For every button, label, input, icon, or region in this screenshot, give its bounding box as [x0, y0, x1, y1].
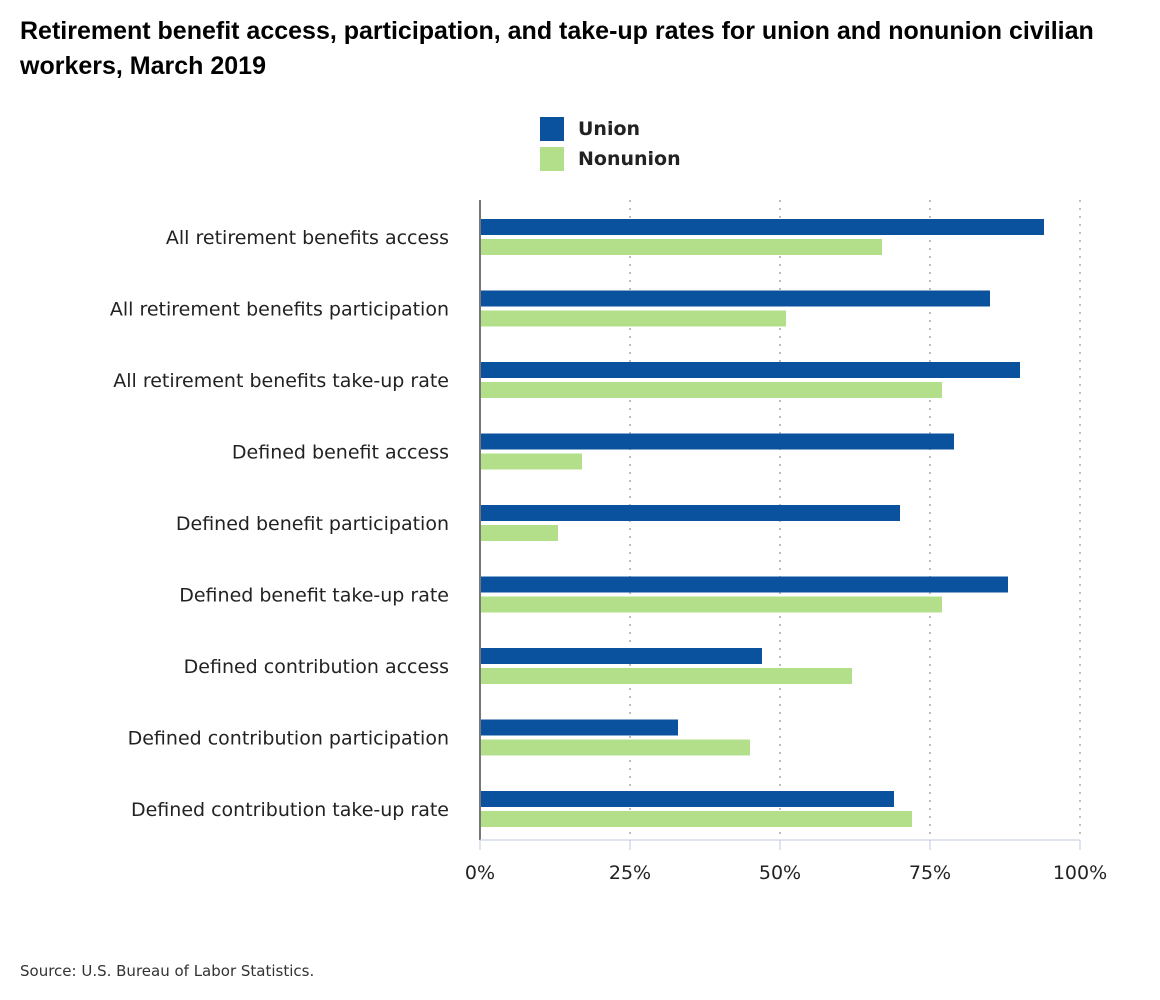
category-label-defined-benefit-access: Defined benefit access [232, 442, 449, 464]
bar-nonunion-defined-contribution-participation[interactable] [480, 739, 750, 756]
x-tick-labels: 0% 25% 50% 75% 100% [465, 862, 1107, 884]
bar-union-all-retirement-benefits-access[interactable] [480, 219, 1044, 235]
x-tick-label-0: 0% [465, 862, 495, 884]
bar-nonunion-defined-benefit-access[interactable] [480, 453, 582, 470]
legend-label-union: Union [578, 118, 641, 140]
category-label-defined-contribution-take-up-rate: Defined contribution take-up rate [131, 799, 449, 821]
bar-union-all-retirement-benefits-participation[interactable] [480, 290, 990, 307]
x-tick-label-25: 25% [609, 862, 651, 884]
chart-title: Retirement benefit access, participation… [20, 17, 1094, 80]
legend-item-union[interactable]: Union [540, 114, 681, 144]
legend-label-nonunion: Nonunion [578, 148, 681, 170]
legend-item-nonunion[interactable]: Nonunion [540, 144, 681, 174]
category-label-all-retirement-benefits-access: All retirement benefits access [166, 227, 449, 249]
x-tick-label-75: 75% [909, 862, 951, 884]
category-label-all-retirement-benefits-participation: All retirement benefits participation [110, 299, 449, 321]
legend-swatch-nonunion [540, 147, 564, 171]
bar-chart: All retirement benefits access All retire… [110, 200, 1107, 884]
bar-nonunion-defined-contribution-take-up-rate[interactable] [480, 811, 912, 827]
x-tick-label-100: 100% [1053, 862, 1107, 884]
legend-swatch-union [540, 117, 564, 141]
category-label-defined-benefit-participation: Defined benefit participation [176, 513, 449, 535]
bar-nonunion-defined-contribution-access[interactable] [480, 668, 852, 684]
category-label-defined-contribution-access: Defined contribution access [184, 656, 449, 678]
bar-union-defined-contribution-take-up-rate[interactable] [480, 791, 894, 807]
legend: Union Nonunion [540, 114, 681, 174]
x-tick-label-50: 50% [759, 862, 801, 884]
bar-union-all-retirement-benefits-take-up-rate[interactable] [480, 362, 1020, 378]
category-labels: All retirement benefits access All retire… [110, 227, 449, 821]
bar-nonunion-all-retirement-benefits-participation[interactable] [480, 310, 786, 327]
bar-nonunion-defined-benefit-participation[interactable] [480, 525, 558, 541]
source-note: Source: U.S. Bureau of Labor Statistics. [20, 962, 315, 980]
bar-union-defined-benefit-access[interactable] [480, 433, 954, 450]
bar-nonunion-defined-benefit-take-up-rate[interactable] [480, 596, 942, 613]
axes [479, 200, 1081, 850]
bars [480, 219, 1044, 827]
bar-union-defined-contribution-participation[interactable] [480, 719, 678, 736]
bar-union-defined-contribution-access[interactable] [480, 648, 762, 664]
category-label-defined-contribution-participation: Defined contribution participation [128, 728, 449, 750]
category-label-all-retirement-benefits-take-up-rate: All retirement benefits take-up rate [113, 370, 449, 392]
bar-union-defined-benefit-take-up-rate[interactable] [480, 576, 1008, 593]
bar-nonunion-all-retirement-benefits-access[interactable] [480, 239, 882, 255]
bar-nonunion-all-retirement-benefits-take-up-rate[interactable] [480, 382, 942, 398]
category-label-defined-benefit-take-up-rate: Defined benefit take-up rate [179, 585, 449, 607]
bar-union-defined-benefit-participation[interactable] [480, 505, 900, 521]
